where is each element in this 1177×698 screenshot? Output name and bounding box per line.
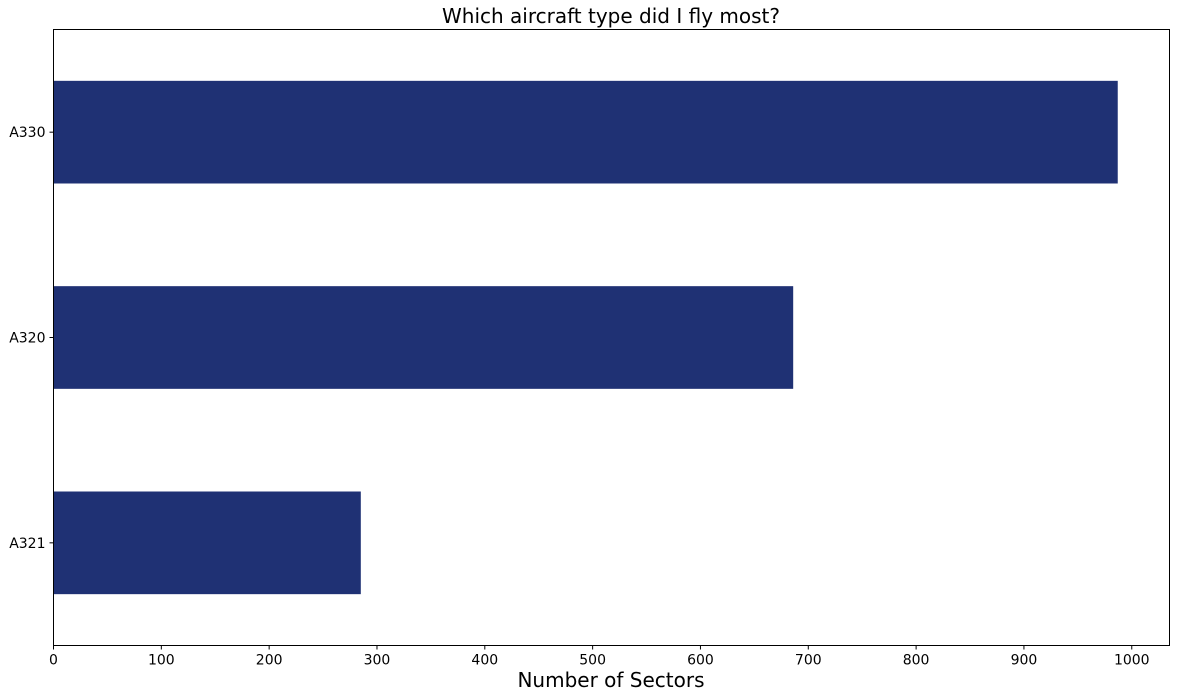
bar-a330: [53, 80, 1118, 184]
x-axis-label: Number of Sectors: [517, 668, 704, 692]
x-tick-label: 900: [1011, 653, 1038, 669]
x-tick-label: 600: [687, 653, 714, 669]
y-tick-label: A321: [9, 536, 45, 552]
x-tick-label: 300: [364, 653, 391, 669]
x-axis-ticks: 0 100 200 300 400 500 600 700 800 900 1000: [49, 645, 1150, 669]
y-tick-label: A320: [9, 331, 45, 347]
bar-a320: [53, 286, 794, 389]
x-tick-label: 700: [795, 653, 822, 669]
x-tick-label: 800: [903, 653, 930, 669]
x-tick-label: 400: [471, 653, 498, 669]
x-tick-label: 100: [148, 653, 175, 669]
y-axis-ticks: A330 A320 A321: [9, 125, 54, 552]
x-tick-label: 500: [579, 653, 606, 669]
x-tick-label: 0: [49, 653, 58, 669]
y-tick-label: A330: [9, 125, 45, 141]
chart-title: Which aircraft type did I fly most?: [442, 4, 780, 28]
x-tick-label: 1000: [1114, 653, 1150, 669]
x-tick-label: 200: [256, 653, 283, 669]
bar-a321: [53, 491, 361, 595]
bars-layer: [53, 80, 1118, 595]
